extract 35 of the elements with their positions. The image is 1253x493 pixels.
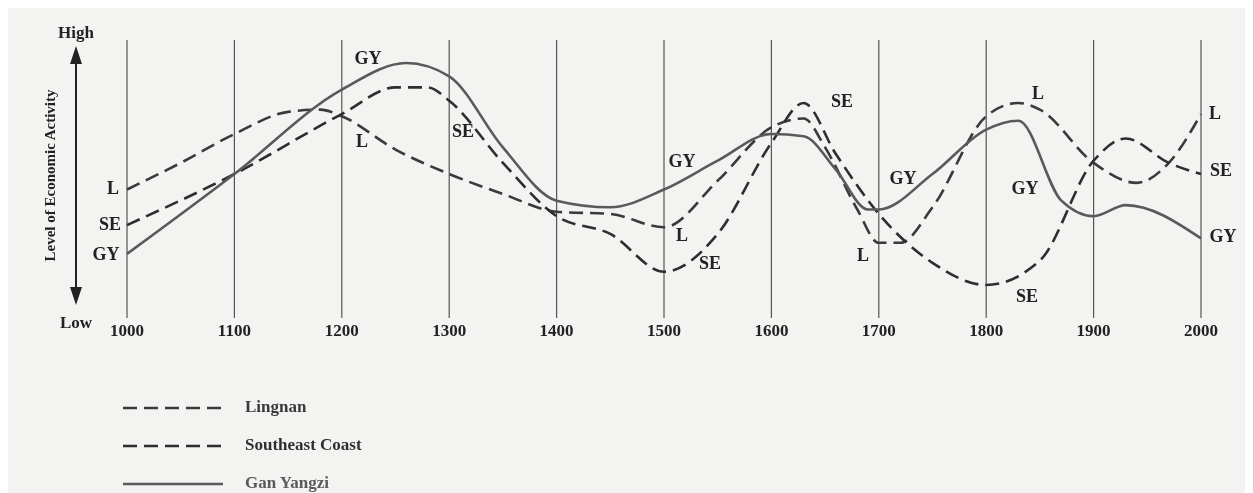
text: L (1208, 103, 1222, 124)
x-tick-label: 1300 (432, 321, 467, 340)
text: GY (92, 244, 120, 265)
text: Low (59, 313, 93, 332)
x-tick-label: 1700 (861, 321, 896, 340)
x-tick-label: 1600 (754, 321, 789, 340)
annotation: L (856, 245, 870, 266)
annotation: GY (354, 48, 382, 69)
annotation: SE (830, 91, 854, 112)
text: Gan Yangzi (245, 472, 330, 492)
annotation: L (355, 131, 369, 152)
text: High (58, 23, 95, 42)
x-tick-label: 1500 (647, 321, 681, 340)
x-tick-label: 1200 (324, 321, 359, 340)
annotation: L (675, 225, 689, 246)
text: Lingnan (245, 396, 307, 416)
text: Southeast Coast (245, 434, 362, 454)
annotation: SE (451, 121, 475, 142)
text: L (106, 178, 120, 199)
x-tick-label: 2000 (1184, 321, 1218, 340)
x-tick-label: 1000 (110, 321, 144, 340)
text: SE (1015, 286, 1039, 307)
x-tick-label: 1400 (539, 321, 574, 340)
text: GY (1209, 226, 1237, 247)
annotation: GY (1011, 178, 1039, 199)
x-tick-label: 1800 (969, 321, 1004, 340)
x-tick-label: 1900 (1076, 321, 1111, 340)
annotation: L (1031, 83, 1045, 104)
annotation: GY (668, 151, 696, 172)
y-axis-title: Level of Economic Activity (42, 88, 59, 262)
annotation: SE (698, 253, 722, 274)
annotation: GY (889, 168, 917, 189)
text: SE (1209, 160, 1233, 181)
text: SE (98, 214, 122, 235)
x-tick-label: 1100 (217, 321, 251, 340)
